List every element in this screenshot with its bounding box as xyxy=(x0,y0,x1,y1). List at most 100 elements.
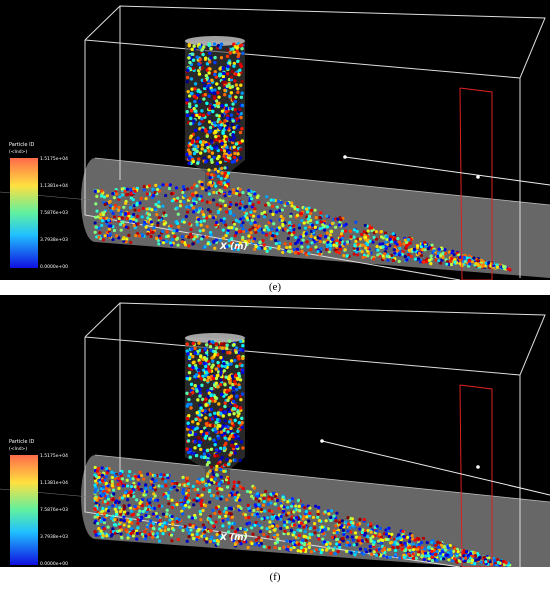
particle xyxy=(408,548,412,552)
particle xyxy=(324,234,328,239)
particle xyxy=(225,457,229,462)
particle xyxy=(437,247,441,251)
particle xyxy=(188,392,192,396)
particle xyxy=(220,109,225,113)
particle xyxy=(187,531,191,535)
particle xyxy=(211,359,215,363)
particle xyxy=(187,535,191,539)
particle xyxy=(305,207,309,211)
particle xyxy=(207,111,211,115)
particle xyxy=(314,215,318,220)
particle xyxy=(157,216,161,220)
particle xyxy=(275,498,280,503)
particle xyxy=(158,518,162,522)
particle xyxy=(215,220,219,225)
particle xyxy=(131,529,135,533)
particle xyxy=(266,502,270,506)
particle xyxy=(222,154,226,159)
particle xyxy=(269,237,273,241)
particle xyxy=(98,216,103,220)
particle xyxy=(186,68,190,73)
particle xyxy=(221,524,225,528)
particle xyxy=(185,98,189,102)
particle xyxy=(236,429,240,434)
particle xyxy=(375,244,379,249)
particle xyxy=(263,509,267,513)
particle xyxy=(412,556,416,560)
particle xyxy=(234,530,238,534)
particle xyxy=(303,530,307,534)
particle xyxy=(212,473,216,477)
particle xyxy=(388,244,392,248)
particle xyxy=(210,481,214,485)
particle xyxy=(207,42,211,46)
particle xyxy=(205,448,210,453)
particle xyxy=(106,494,110,498)
particle xyxy=(382,546,386,550)
particle xyxy=(227,420,232,424)
particle xyxy=(227,412,232,417)
particle xyxy=(297,533,302,538)
particle xyxy=(186,450,191,455)
particle xyxy=(340,229,345,233)
particle xyxy=(197,100,202,104)
particle xyxy=(374,229,378,234)
particle xyxy=(434,258,438,262)
particle xyxy=(423,248,427,252)
particle xyxy=(257,536,261,540)
particle xyxy=(140,473,144,478)
particle xyxy=(418,260,422,264)
particle xyxy=(198,140,203,144)
particle xyxy=(157,504,161,508)
particle xyxy=(97,235,101,239)
particle xyxy=(185,528,190,532)
particle xyxy=(345,549,349,554)
particle xyxy=(201,508,205,513)
particle xyxy=(248,490,252,494)
particle xyxy=(199,455,204,459)
particle xyxy=(185,479,189,483)
particle xyxy=(345,535,350,539)
particle xyxy=(284,513,289,517)
particle xyxy=(441,251,445,255)
particle xyxy=(201,374,205,379)
particle xyxy=(217,74,222,78)
particle xyxy=(142,223,146,227)
particle xyxy=(238,187,242,191)
particle xyxy=(279,504,284,508)
particle xyxy=(307,514,312,518)
particle xyxy=(225,346,229,351)
particle xyxy=(232,247,236,251)
particle xyxy=(223,186,227,190)
particle xyxy=(221,220,226,224)
particle xyxy=(208,106,212,111)
particle xyxy=(229,362,233,366)
particle xyxy=(177,517,182,522)
particle xyxy=(322,228,327,232)
particle xyxy=(230,421,234,426)
particle xyxy=(226,72,230,76)
particle xyxy=(153,498,157,502)
particle xyxy=(138,509,142,513)
particle xyxy=(98,532,102,536)
particle xyxy=(188,430,193,435)
particle xyxy=(228,211,233,215)
particle xyxy=(218,467,223,471)
particle xyxy=(136,526,140,530)
particle xyxy=(235,483,239,488)
particle xyxy=(360,232,364,237)
particle xyxy=(229,75,234,79)
particle xyxy=(181,185,186,189)
particle xyxy=(297,223,301,227)
particle xyxy=(233,358,237,363)
particle xyxy=(146,216,150,220)
particle xyxy=(117,217,121,221)
particle xyxy=(388,555,392,560)
particle xyxy=(374,553,379,557)
particle xyxy=(345,254,349,258)
particle xyxy=(322,532,326,536)
axis-label: X (m) xyxy=(219,242,248,252)
particle xyxy=(263,247,267,251)
particle xyxy=(226,407,231,411)
particle xyxy=(381,538,385,543)
